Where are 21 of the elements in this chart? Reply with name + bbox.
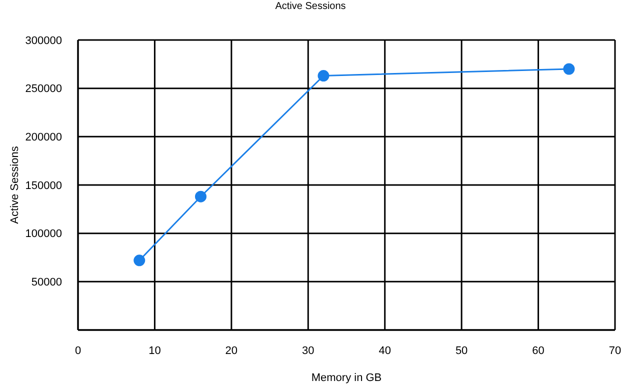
point bbox=[194, 190, 206, 202]
point bbox=[318, 70, 330, 82]
x-tick-label: 10 bbox=[148, 344, 161, 357]
x-tick-label: 20 bbox=[225, 344, 238, 357]
y-tick-label: 300000 bbox=[25, 34, 62, 47]
y-tick-label: 250000 bbox=[25, 83, 62, 96]
point bbox=[563, 63, 575, 75]
x-tick-label: 0 bbox=[74, 344, 82, 357]
y-axis-title: Active Sessions bbox=[8, 146, 21, 224]
x-tick-label: 70 bbox=[608, 344, 621, 357]
x-tick-label: 60 bbox=[532, 344, 544, 357]
x-tick-label: 50 bbox=[455, 344, 468, 357]
y-tick-label: 100000 bbox=[25, 228, 62, 240]
x-axis-title: Memory in GB bbox=[311, 372, 382, 384]
point bbox=[134, 254, 146, 266]
y-tick-label: 150000 bbox=[25, 180, 62, 192]
y-tick-label: 200000 bbox=[25, 132, 62, 144]
x-tick-label: 30 bbox=[302, 344, 314, 357]
x-tick-label: 40 bbox=[378, 344, 391, 357]
y-tick-label: 50000 bbox=[31, 276, 62, 289]
chart-title: Active Sessions bbox=[274, 0, 347, 14]
